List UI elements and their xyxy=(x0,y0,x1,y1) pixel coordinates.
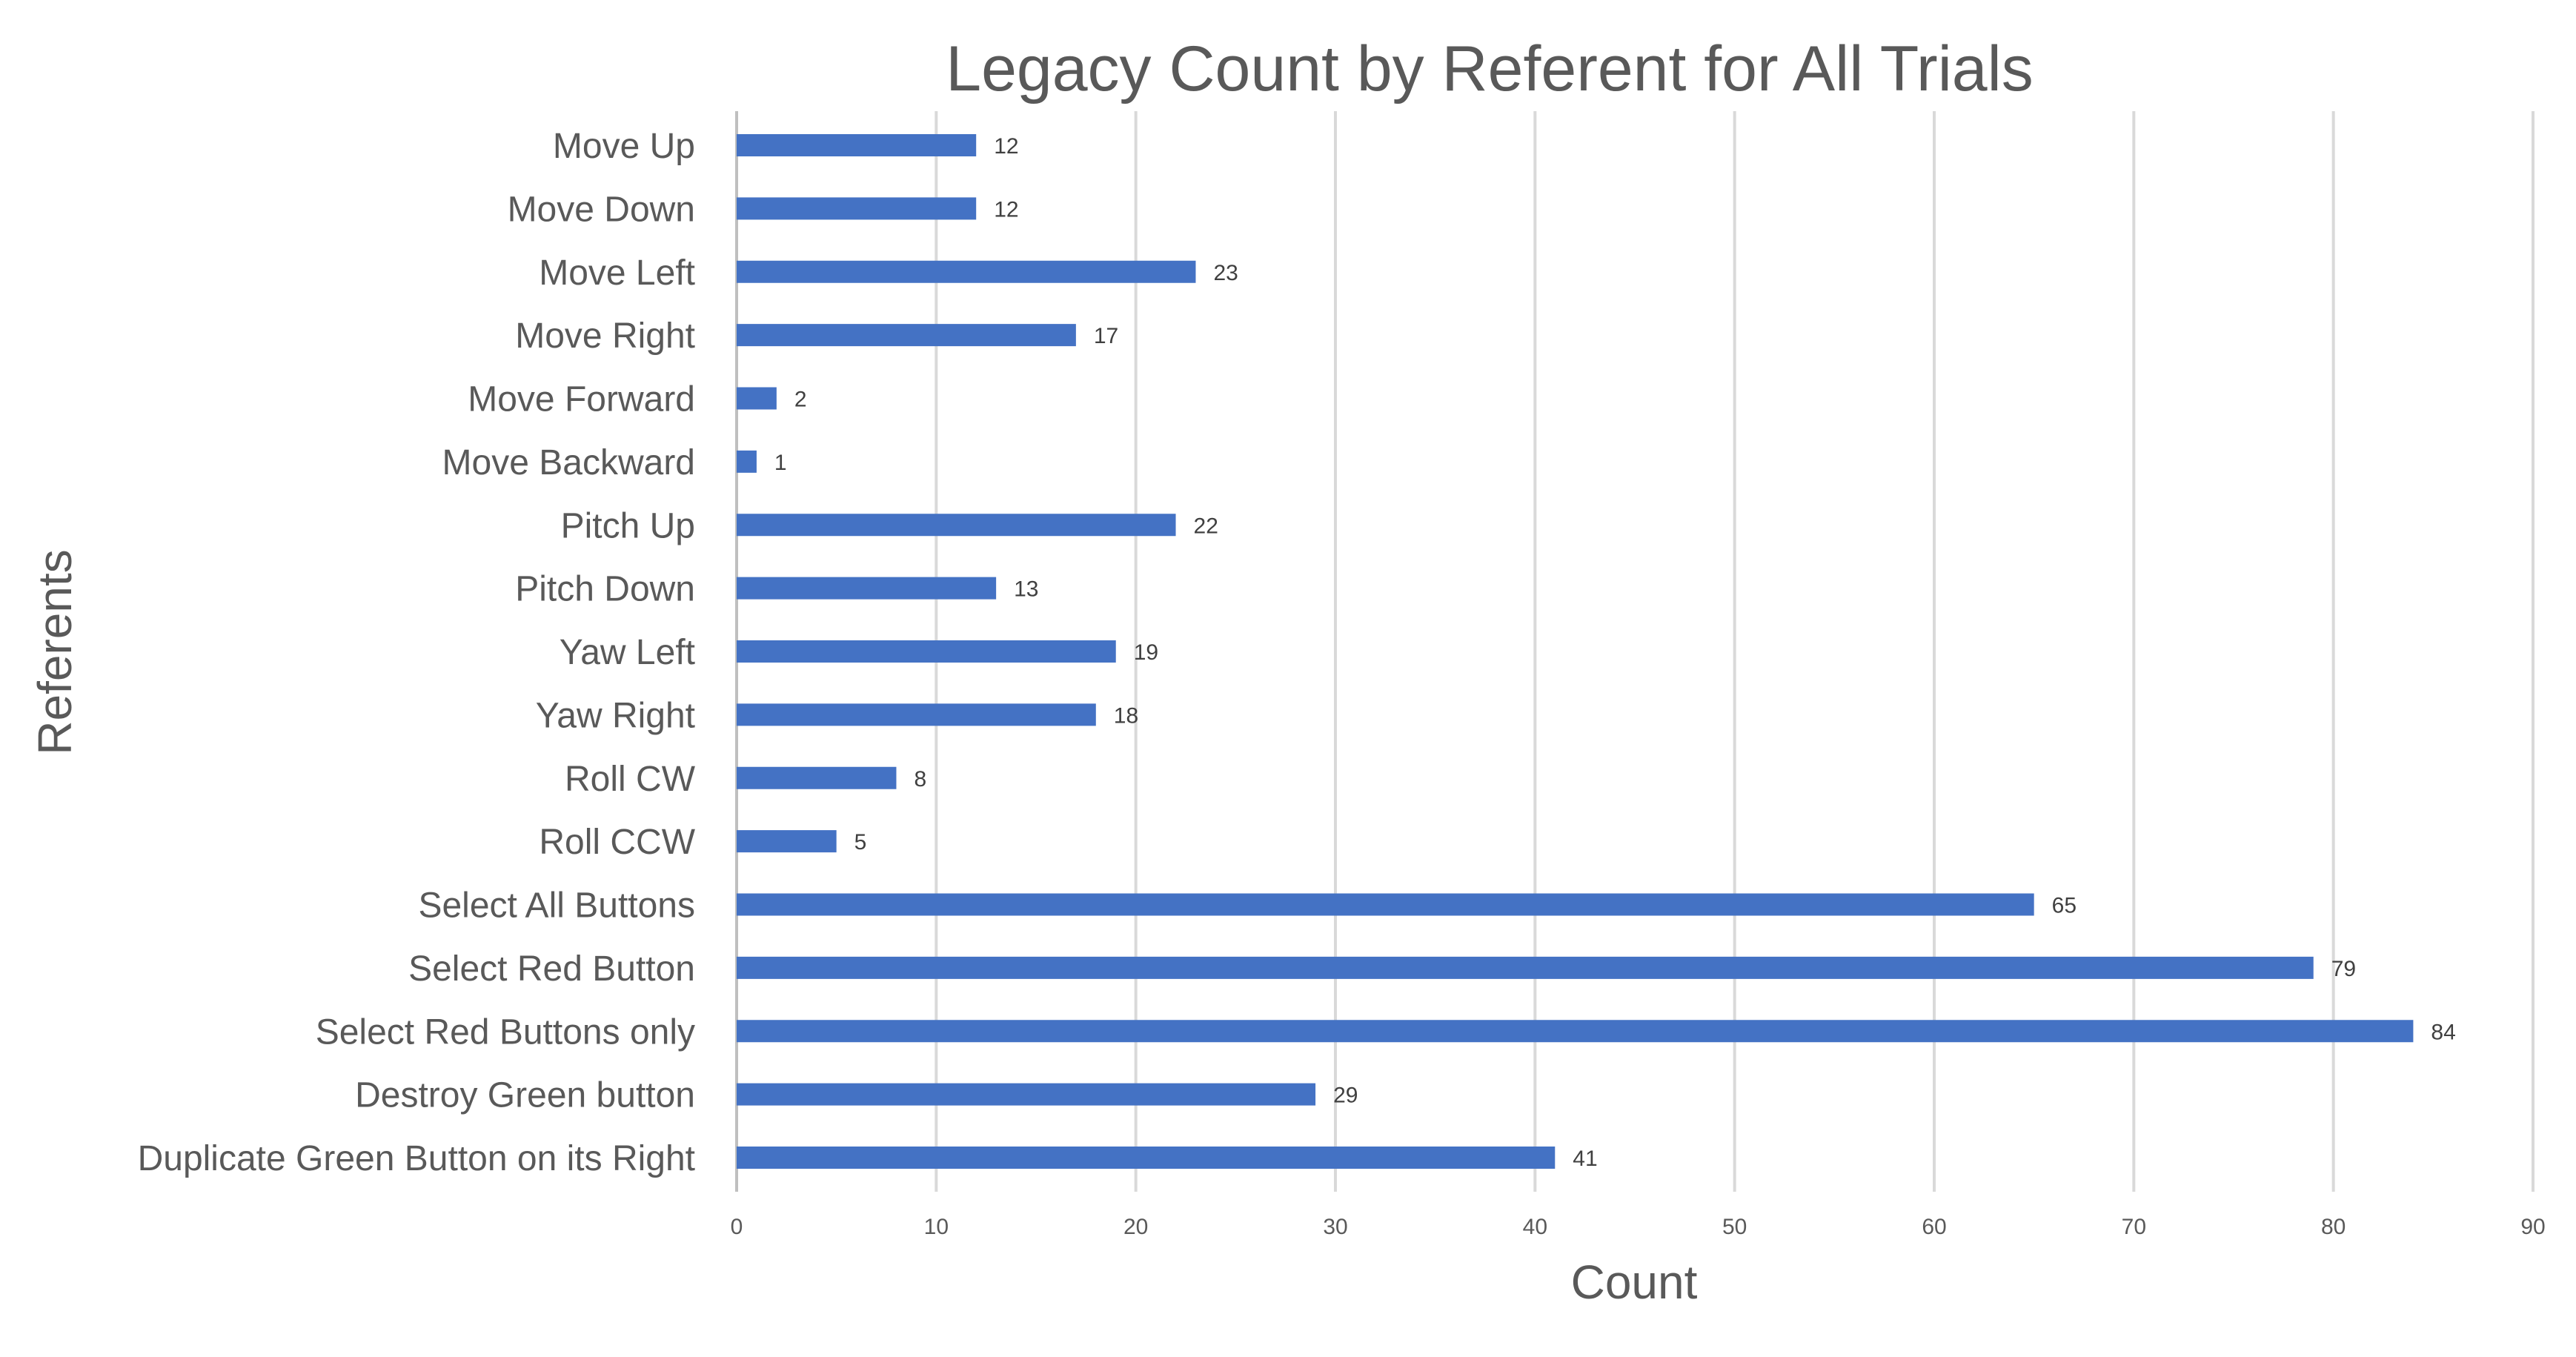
data-label: 12 xyxy=(994,197,1018,222)
chart-title: Legacy Count by Referent for All Trials xyxy=(946,33,2034,104)
category-label: Duplicate Green Button on its Right xyxy=(138,1139,695,1178)
bar xyxy=(737,956,2314,979)
category-label: Select All Buttons xyxy=(418,886,695,926)
x-tick-label: 40 xyxy=(1523,1215,1547,1239)
data-label: 13 xyxy=(1014,577,1038,602)
category-label: Pitch Down xyxy=(515,570,695,609)
data-label: 41 xyxy=(1573,1147,1597,1171)
category-label: Yaw Left xyxy=(560,633,695,672)
bar xyxy=(737,640,1116,663)
category-label: Move Forward xyxy=(468,380,695,419)
bar xyxy=(737,766,897,789)
bar xyxy=(737,1020,2414,1043)
x-tick-label: 30 xyxy=(1323,1215,1347,1239)
bar xyxy=(737,893,2034,916)
category-label: Destroy Green button xyxy=(355,1076,695,1115)
bar xyxy=(737,577,997,600)
x-tick-label: 50 xyxy=(1722,1215,1747,1239)
data-label: 1 xyxy=(774,451,787,475)
data-label: 29 xyxy=(1333,1084,1358,1108)
category-label: Select Red Buttons only xyxy=(316,1012,695,1052)
bar xyxy=(737,134,977,156)
category-label: Yaw Right xyxy=(536,696,695,735)
category-label: Roll CCW xyxy=(539,823,695,862)
bar xyxy=(737,703,1096,726)
x-tick-label: 20 xyxy=(1123,1215,1148,1239)
data-label: 84 xyxy=(2431,1020,2455,1044)
data-label: 18 xyxy=(1114,703,1138,728)
bar xyxy=(737,450,757,473)
bar xyxy=(737,830,837,853)
data-label: 8 xyxy=(914,767,926,792)
bar xyxy=(737,260,1196,283)
x-tick-label: 60 xyxy=(1922,1215,1946,1239)
data-label: 65 xyxy=(2052,894,2077,918)
bar xyxy=(737,387,777,410)
category-label: Move Backward xyxy=(442,443,695,482)
data-label: 12 xyxy=(994,134,1018,159)
category-label: Roll CW xyxy=(565,760,696,799)
gridlines xyxy=(735,111,2534,1192)
data-label: 22 xyxy=(1194,514,1218,538)
x-tick-label: 10 xyxy=(924,1215,949,1239)
x-tick-label: 90 xyxy=(2520,1215,2545,1239)
bar xyxy=(737,1147,1556,1169)
category-label: Pitch Up xyxy=(561,506,695,545)
category-label: Move Left xyxy=(539,253,695,293)
x-tick-label: 80 xyxy=(2321,1215,2346,1239)
category-label: Move Up xyxy=(553,127,695,166)
bar xyxy=(737,514,1176,537)
bar xyxy=(737,324,1076,347)
bar xyxy=(737,1083,1316,1106)
data-label: 23 xyxy=(1213,261,1238,285)
x-axis-title: Count xyxy=(1571,1255,1698,1309)
x-tick-label: 70 xyxy=(2122,1215,2146,1239)
bars xyxy=(737,134,2414,1169)
category-label: Select Red Button xyxy=(408,949,695,989)
data-label: 79 xyxy=(2331,957,2356,981)
data-label: 2 xyxy=(794,388,807,412)
x-tick-label: 0 xyxy=(731,1215,743,1239)
data-label: 17 xyxy=(1094,324,1118,348)
bar xyxy=(737,197,977,220)
y-axis-title: Referents xyxy=(28,549,82,754)
category-label: Move Down xyxy=(508,190,695,229)
data-label: 5 xyxy=(854,830,867,855)
data-label: 19 xyxy=(1134,640,1158,665)
category-label: Move Right xyxy=(515,316,695,356)
